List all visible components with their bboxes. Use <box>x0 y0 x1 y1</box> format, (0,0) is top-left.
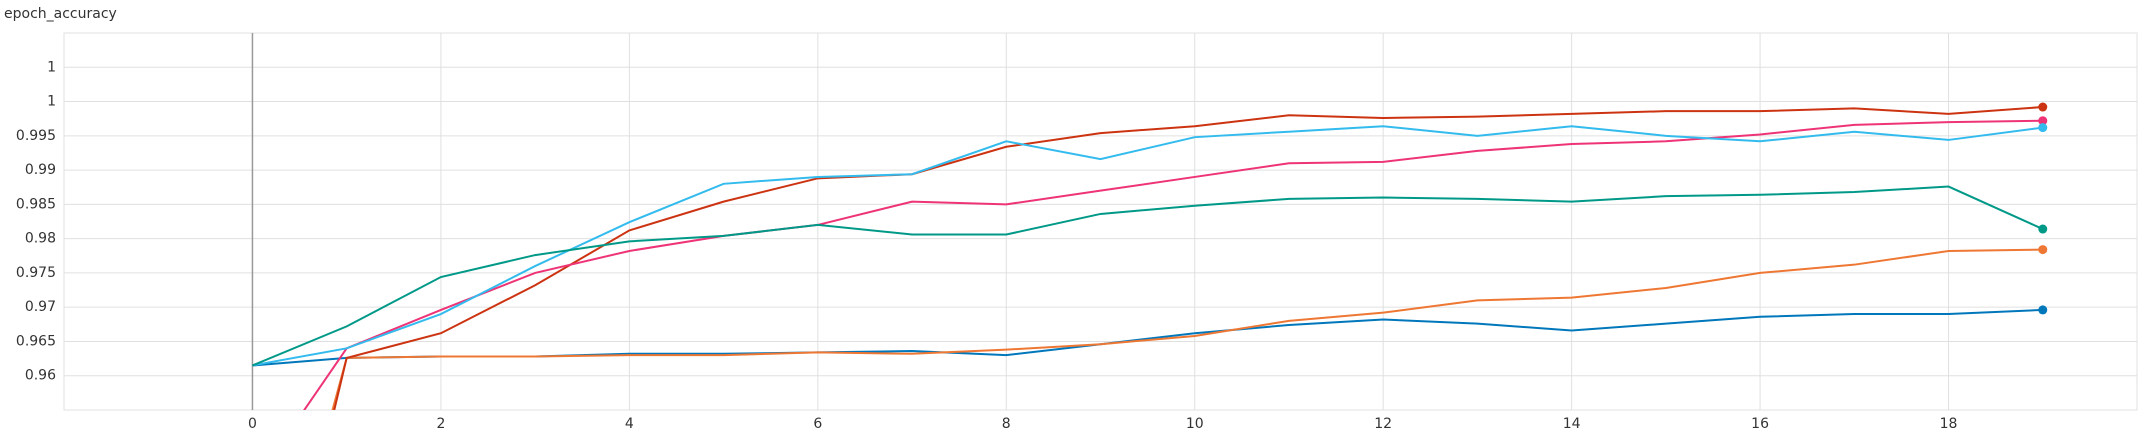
x-tick-label: 12 <box>1374 416 1392 432</box>
y-tick-label: 1 <box>47 94 56 110</box>
y-tick-label: 0.975 <box>16 265 56 281</box>
chart-title: epoch_accuracy <box>4 6 117 22</box>
y-tick-label: 0.985 <box>16 196 56 212</box>
y-tick-label: 1 <box>47 59 56 75</box>
series-line <box>331 248 2043 410</box>
end-point <box>2038 245 2048 255</box>
x-tick-label: 10 <box>1186 416 1204 432</box>
series-line <box>333 106 2043 410</box>
y-tick-label: 0.96 <box>25 368 56 384</box>
plot-area <box>63 32 2138 411</box>
series-line <box>303 119 2043 410</box>
y-tick-label: 0.965 <box>16 333 56 349</box>
series-line <box>252 185 2044 367</box>
y-tick-label: 0.98 <box>25 231 56 247</box>
y-tick-label: 0.99 <box>25 162 56 178</box>
end-point <box>2038 116 2048 126</box>
x-tick-label: 6 <box>813 416 822 432</box>
x-tick-label: 18 <box>1940 416 1958 432</box>
y-tick-label: 0.995 <box>16 128 56 144</box>
y-tick-label: 0.97 <box>25 299 56 315</box>
x-tick-label: 8 <box>1002 416 1011 432</box>
end-point <box>2038 123 2048 133</box>
end-point <box>2038 224 2048 234</box>
end-point <box>2038 305 2048 315</box>
x-tick-label: 4 <box>625 416 634 432</box>
x-tick-label: 2 <box>436 416 445 432</box>
x-tick-label: 16 <box>1751 416 1769 432</box>
x-tick-label: 14 <box>1563 416 1581 432</box>
series-line <box>252 125 2043 367</box>
x-tick-label: 0 <box>248 416 257 432</box>
end-point <box>2038 102 2048 112</box>
